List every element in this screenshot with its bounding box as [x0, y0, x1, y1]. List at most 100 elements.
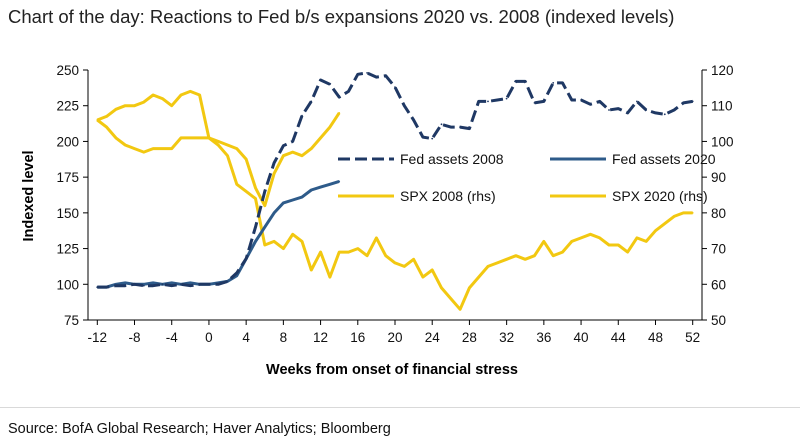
data-point-spx2008	[570, 240, 573, 243]
data-point-spx2008	[598, 237, 601, 239]
data-point-spx2020	[310, 147, 313, 150]
data-point-spx2008	[180, 94, 182, 96]
data-point-spx2008	[301, 240, 303, 243]
data-point-fed2008	[375, 76, 378, 78]
data-point-spx2008	[654, 229, 657, 232]
data-point-fed2008	[608, 109, 610, 111]
data-point-fed2008	[217, 283, 220, 286]
series-line-spx2008	[96, 89, 693, 311]
data-point-fed2020	[263, 226, 266, 229]
data-point-spx2008	[115, 108, 117, 111]
data-point-spx2008	[356, 247, 359, 250]
right-tick-label: 90	[711, 170, 726, 185]
x-tick-label: 12	[313, 330, 328, 345]
data-point-spx2020	[208, 137, 210, 139]
data-point-fed2020	[142, 283, 145, 286]
right-tick-label: 70	[711, 242, 726, 257]
data-point-spx2008	[636, 237, 638, 239]
data-point-spx2008	[552, 254, 555, 257]
data-point-fed2008	[459, 126, 461, 128]
x-axis-label: Weeks from onset of financial stress	[266, 362, 518, 378]
series-line-fed2008	[97, 71, 693, 289]
data-point-spx2020	[115, 137, 117, 139]
data-point-fed2008	[273, 162, 275, 164]
data-point-fed2020	[124, 282, 127, 284]
data-point-fed2008	[533, 102, 536, 104]
data-point-spx2008	[617, 244, 620, 246]
x-tick-label: 24	[425, 330, 441, 345]
data-point-fed2008	[115, 284, 117, 287]
data-point-spx2008	[477, 276, 480, 278]
data-point-fed2020	[152, 282, 155, 284]
data-point-spx2008	[329, 276, 331, 278]
data-point-spx2008	[468, 287, 471, 289]
data-point-spx2008	[663, 222, 666, 225]
data-point-fed2008	[580, 99, 582, 101]
data-point-fed2008	[617, 107, 620, 110]
right-tick-label: 60	[711, 277, 726, 292]
data-point-fed2008	[208, 283, 210, 286]
data-point-fed2008	[161, 283, 164, 286]
x-tick-label: -12	[88, 330, 108, 345]
left-tick-label: 75	[64, 313, 79, 328]
data-point-fed2008	[347, 90, 350, 93]
data-point-spx2020	[235, 147, 238, 150]
data-point-spx2008	[273, 240, 275, 243]
data-point-fed2008	[412, 119, 415, 121]
series-line-spx2020	[96, 112, 341, 208]
data-point-fed2020	[338, 180, 341, 183]
x-axis-ticks: -12 -8 -4 0 4 8 12 16 20 24 28 32 36 40 44 48 52	[88, 320, 700, 345]
data-point-spx2008	[254, 197, 257, 200]
data-point-fed2020	[291, 199, 294, 201]
data-point-spx2008	[673, 215, 675, 218]
data-point-fed2008	[515, 80, 517, 83]
left-tick-label: 225	[56, 99, 79, 114]
data-point-spx2008	[515, 254, 517, 257]
data-point-fed2008	[440, 123, 443, 126]
data-point-fed2008	[403, 104, 406, 107]
data-point-fed2008	[673, 109, 675, 111]
x-tick-label: 40	[574, 330, 589, 345]
data-point-fed2020	[329, 183, 331, 186]
data-point-spx2020	[254, 187, 257, 189]
data-point-fed2008	[654, 112, 657, 114]
right-axis-ticks: 50 60 70 80 90 100 110 120	[702, 63, 734, 328]
data-point-spx2008	[542, 240, 545, 243]
data-point-fed2008	[133, 283, 136, 286]
data-point-spx2020	[217, 140, 220, 143]
x-tick-label: 0	[205, 330, 213, 345]
data-point-fed2020	[189, 282, 192, 284]
data-point-spx2020	[170, 147, 173, 150]
data-point-fed2008	[561, 82, 564, 84]
data-point-spx2008	[170, 104, 173, 107]
data-point-spx2008	[412, 258, 415, 261]
data-point-fed2008	[384, 74, 387, 77]
data-point-spx2008	[589, 233, 592, 236]
data-point-spx2008	[282, 247, 285, 250]
x-tick-label: 16	[350, 330, 365, 345]
y-axis-label: Indexed level	[21, 150, 37, 241]
legend-label-spx2008: SPX 2008 (rhs)	[400, 188, 496, 204]
data-point-spx2008	[133, 104, 136, 107]
data-point-spx2008	[245, 190, 248, 193]
data-point-spx2008	[487, 265, 489, 268]
data-point-fed2008	[366, 72, 368, 74]
data-point-fed2008	[570, 99, 573, 101]
data-point-fed2008	[291, 140, 294, 143]
data-point-spx2008	[580, 237, 582, 239]
data-point-fed2008	[505, 97, 508, 100]
series-line-fed2020	[97, 179, 340, 289]
data-point-spx2020	[245, 158, 248, 161]
data-point-spx2020	[291, 151, 294, 154]
data-point-spx2008	[691, 212, 694, 214]
chart-title: Chart of the day: Reactions to Fed b/s e…	[8, 6, 675, 27]
data-point-spx2008	[291, 233, 294, 236]
data-point-spx2008	[310, 269, 313, 271]
data-point-fed2008	[226, 280, 229, 283]
data-point-spx2008	[161, 97, 164, 100]
data-point-spx2020	[142, 151, 145, 154]
data-point-spx2008	[124, 104, 127, 107]
data-point-spx2008	[375, 237, 378, 239]
data-point-spx2008	[524, 258, 527, 261]
